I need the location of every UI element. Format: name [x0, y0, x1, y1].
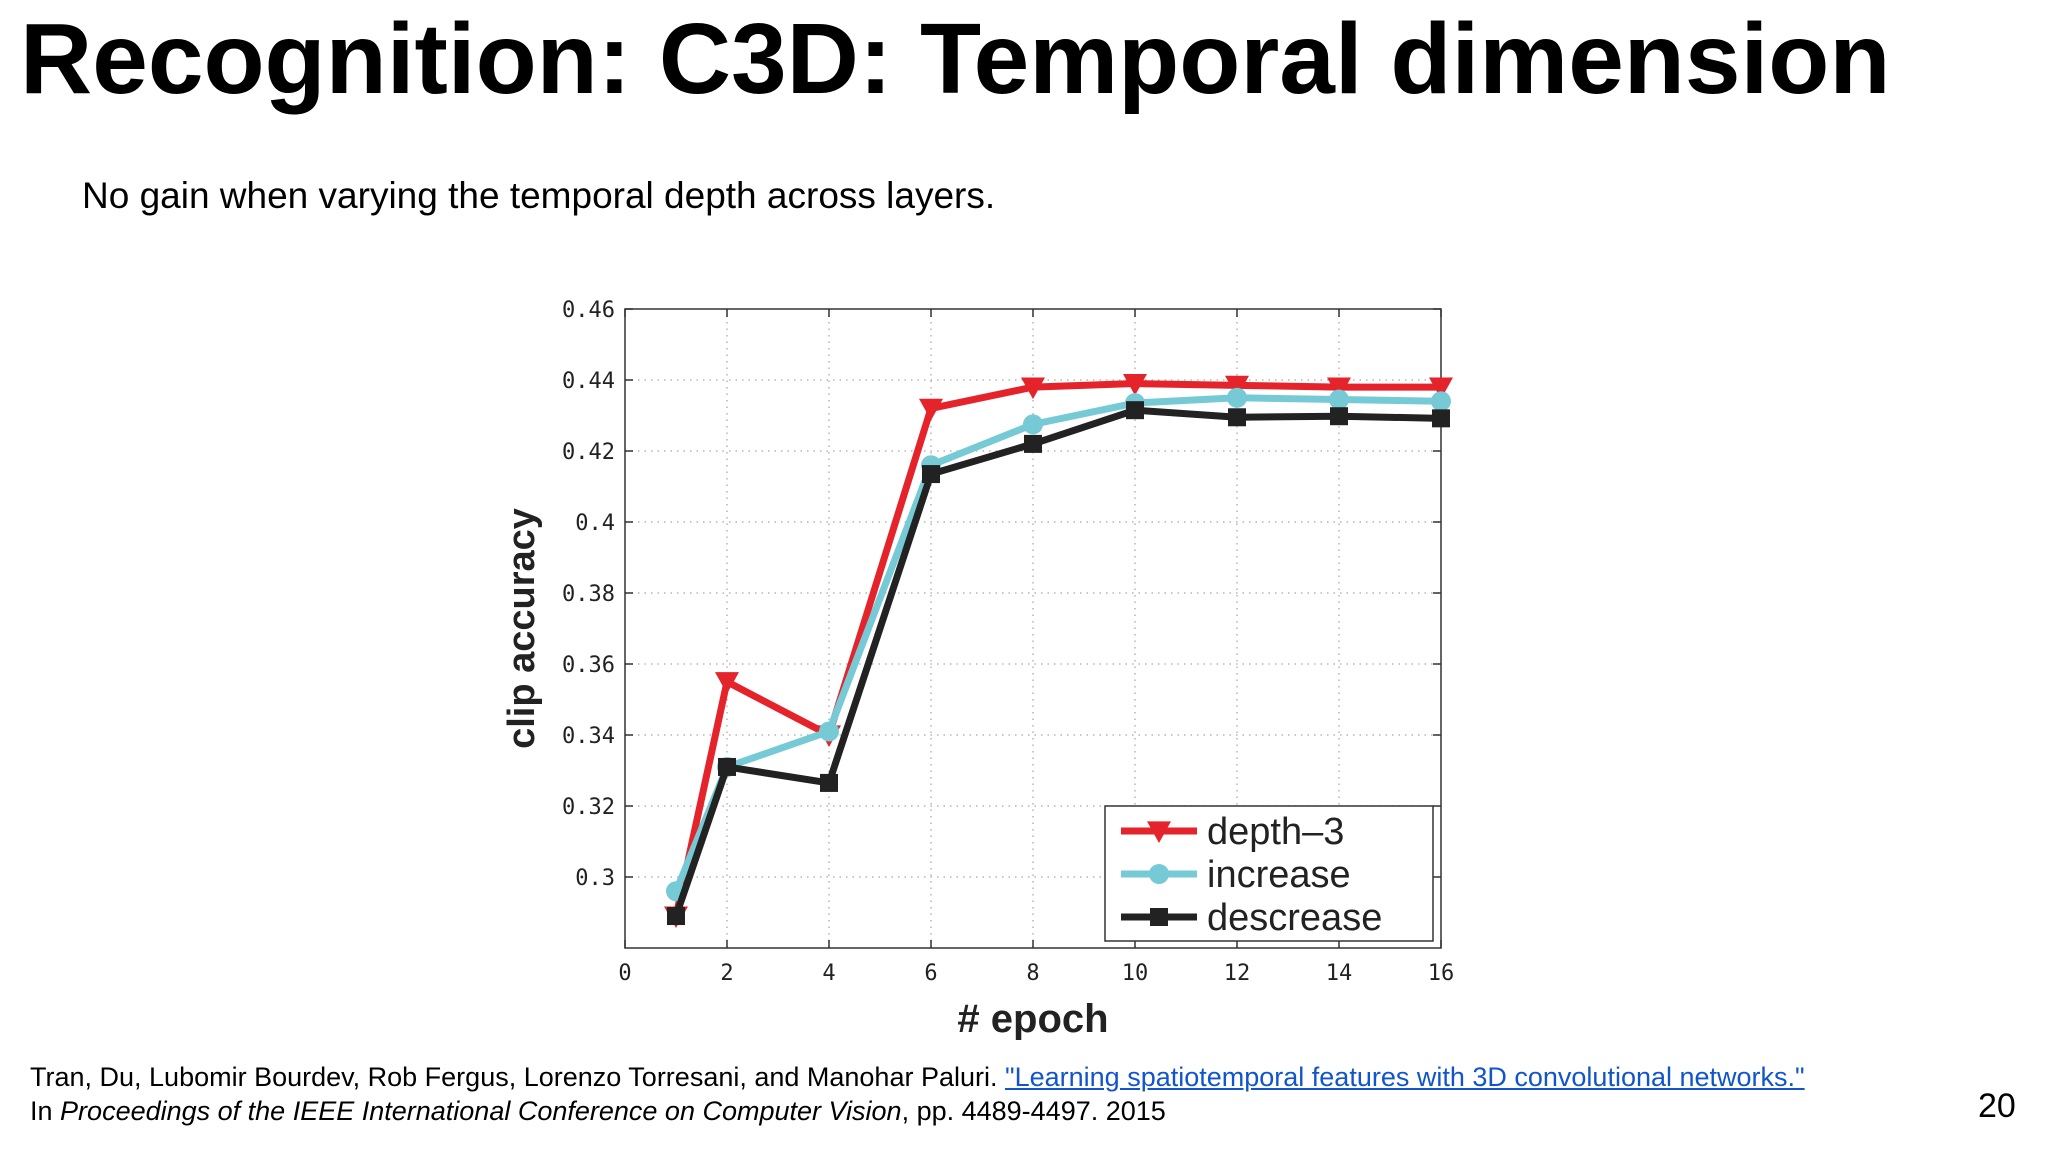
data-point	[922, 465, 940, 484]
citation-prefix: In	[30, 1096, 53, 1126]
slide-number: 20	[1978, 1087, 2016, 1125]
x-axis-label: # epoch	[957, 997, 1108, 1040]
citation-paper-link[interactable]: "Learning spatiotemporal features with 3…	[1005, 1062, 1805, 1092]
citation-line-2: In Proceedings of the IEEE International…	[30, 1094, 1805, 1128]
citation-line-1: Tran, Du, Lubomir Bourdev, Rob Fergus, L…	[30, 1060, 1805, 1094]
data-point	[919, 398, 943, 421]
x-tick-label: 2	[720, 961, 733, 986]
data-point	[715, 672, 739, 694]
data-point	[1021, 377, 1045, 400]
y-tick-label: 0.3	[575, 866, 615, 891]
citation-pages: , pp. 4489-4497. 2015	[901, 1096, 1166, 1126]
data-point	[1225, 375, 1249, 398]
clip-accuracy-chart: 0 2 4 6 8 10 12 14 16 0.3 0.32 0.34 0.36 0.38 0.4 0.42 0…	[501, 298, 1455, 1040]
y-tick-label: 0.42	[562, 440, 615, 465]
y-tick-label: 0.46	[562, 298, 615, 323]
data-point	[1327, 377, 1351, 400]
y-tick-label: 0.4	[575, 511, 615, 536]
data-point	[820, 773, 838, 792]
x-tick-label: 4	[822, 961, 835, 986]
legend-label: depth–3	[1207, 811, 1344, 853]
data-point	[1228, 408, 1246, 427]
series-descrease	[667, 401, 1450, 926]
axes-frame	[624, 308, 1442, 949]
data-point	[1432, 409, 1450, 428]
data-point	[1123, 373, 1147, 396]
data-point	[1429, 377, 1453, 400]
x-tick-label: 14	[1326, 961, 1353, 986]
y-axis-label: clip accuracy	[501, 508, 543, 749]
data-point	[1024, 434, 1042, 453]
y-tick-label: 0.36	[562, 653, 615, 678]
y-tick-label: 0.38	[562, 582, 615, 607]
x-tick-label: 6	[924, 961, 937, 986]
slide-subtitle: No gain when varying the temporal depth …	[82, 175, 996, 216]
x-tick-label: 8	[1026, 961, 1039, 986]
x-tick-label: 10	[1122, 961, 1149, 986]
legend-marker	[1149, 864, 1169, 884]
data-point	[819, 721, 839, 742]
data-point	[1330, 407, 1348, 426]
data-point	[1126, 401, 1144, 420]
data-point	[1227, 387, 1247, 408]
legend-marker	[1150, 908, 1168, 926]
x-tick-label: 16	[1428, 961, 1455, 986]
data-point	[1329, 389, 1349, 410]
data-point	[718, 757, 736, 776]
legend-marker	[1147, 821, 1171, 843]
data-point	[1431, 391, 1451, 412]
y-tick-label: 0.44	[562, 369, 615, 394]
citation-authors: Tran, Du, Lubomir Bourdev, Rob Fergus, L…	[30, 1062, 998, 1092]
y-tick-label: 0.32	[562, 795, 615, 820]
legend-label: descrease	[1207, 897, 1382, 939]
y-tick-label: 0.34	[562, 724, 615, 749]
citation: Tran, Du, Lubomir Bourdev, Rob Fergus, L…	[30, 1060, 1805, 1128]
data-point	[1023, 414, 1043, 435]
data-point	[667, 907, 685, 926]
citation-venue: Proceedings of the IEEE International Co…	[60, 1096, 902, 1126]
x-tick-label: 12	[1224, 961, 1251, 986]
x-tick-label: 0	[618, 961, 631, 986]
slide-title: Recognition: C3D: Temporal dimension	[20, 3, 1891, 115]
legend-label: increase	[1207, 854, 1351, 896]
